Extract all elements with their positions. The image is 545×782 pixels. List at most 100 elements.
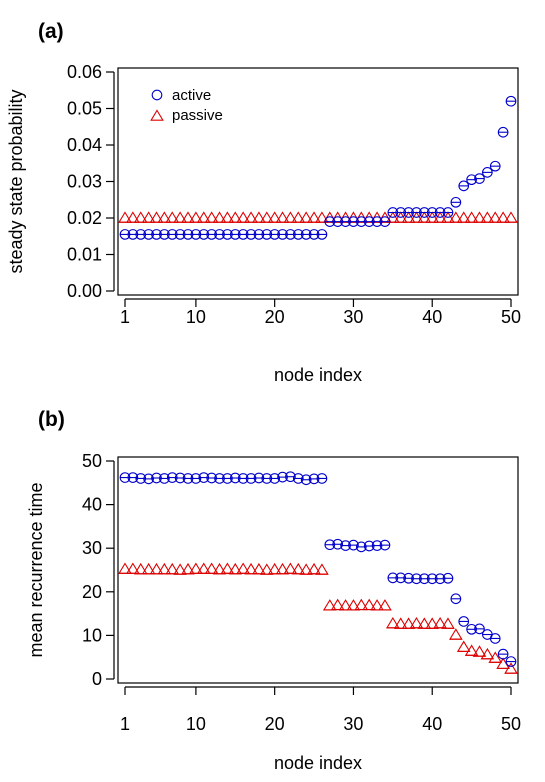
x-axis-title: node index [274,753,362,773]
y-axis-title: steady state probability [6,89,26,273]
x-tick-label: 40 [422,307,442,327]
x-tick-label: 30 [343,714,363,734]
data-point-passive [472,211,487,223]
data-point-passive [157,211,172,223]
data-point-passive [165,211,180,223]
x-tick-label: 10 [186,714,206,734]
data-point-passive [252,211,266,223]
data-point-passive [496,657,510,669]
y-tick-label: 0.05 [67,99,102,119]
data-point-passive [181,211,195,223]
y-tick-label: 0.04 [67,135,102,155]
panel-label: (a) [38,20,64,43]
data-point-passive [464,211,479,223]
data-point-passive [228,211,243,223]
x-tick-label: 50 [501,714,521,734]
data-point-passive [141,562,156,575]
data-point-passive [204,562,219,574]
series-active [119,95,517,240]
data-point-passive [196,211,211,223]
data-point-passive [259,211,274,223]
data-point-passive [267,562,282,575]
y-tick-label: 0.06 [67,62,102,82]
data-point-passive [149,211,164,223]
data-point-passive [212,211,227,223]
data-point-passive [126,562,140,574]
data-point-passive [157,562,172,575]
data-point-passive [189,211,203,223]
data-point-passive [126,211,140,223]
legend: active passive [150,87,223,124]
data-point-passive [118,211,132,223]
data-point-passive [283,211,298,223]
data-point-passive [291,211,306,223]
data-point-passive [456,640,471,652]
data-point-passive [433,616,447,629]
series-active [119,471,517,667]
y-tick-label: 0.03 [67,172,102,192]
y-tick-label: 40 [82,495,102,515]
data-point-passive [480,211,495,223]
data-point-passive [189,562,203,574]
data-point-passive [204,211,219,223]
data-point-passive [385,616,400,629]
data-point-passive [149,562,164,575]
y-tick-label: 50 [82,451,102,471]
panel-b: (b) 1 10 20 30 40 50 0 10 20 30 40 50 node index mean … [26,408,521,773]
x-tick-label: 10 [186,307,206,327]
data-point-passive [307,211,321,223]
data-point-passive [362,598,377,611]
data-point-passive [307,562,321,575]
data-point-passive [283,562,298,574]
panel-a: (a) 1 10 20 30 40 50 0.00 0.01 0.02 0.03 0.04 0.05 0.… [6,20,521,385]
y-tick-label: 0.00 [67,281,102,301]
plot-frame [117,456,519,684]
series-passive [118,562,518,674]
data-point-passive [456,211,471,223]
y-tick-label: 10 [82,625,102,645]
data-point-passive [133,211,148,223]
legend-label-active: active [172,87,211,104]
data-point-passive [275,211,290,223]
data-point-passive [449,628,463,640]
data-point-passive [378,599,392,611]
data-point-passive [267,211,282,223]
data-point-passive [220,562,235,574]
data-point-passive [299,211,314,223]
series-passive [118,211,518,223]
y-axis-title: mean recurrence time [26,482,46,657]
x-tick-label: 30 [343,307,363,327]
data-point-passive [409,616,424,629]
panel-label: (b) [38,408,65,431]
x-tick-label: 1 [120,307,130,327]
legend-marker-active [151,89,163,101]
x-tick-label: 1 [120,714,130,734]
y-tick-label: 0.02 [67,208,102,228]
data-point-passive [449,211,463,223]
x-tick-label: 20 [265,714,285,734]
data-point-passive [236,211,251,223]
data-point-passive [220,211,235,223]
data-point-passive [504,211,518,223]
y-tick-label: 0 [92,669,102,689]
x-tick-label: 40 [422,714,442,734]
legend-label-passive: passive [172,107,223,124]
data-point-passive [488,211,503,223]
data-point-passive [330,598,345,611]
data-point-passive [480,647,495,660]
data-point-passive [496,211,510,223]
data-point-passive [173,211,187,223]
y-tick-label: 20 [82,582,102,602]
data-point-passive [141,211,156,223]
data-point-passive [236,562,251,574]
data-point-passive [196,562,211,574]
data-point-passive [252,562,266,575]
x-tick-label: 50 [501,307,521,327]
x-tick-label: 20 [265,307,285,327]
legend-marker-passive [150,109,164,121]
data-point-passive [165,562,180,575]
data-point-passive [118,562,132,574]
y-tick-label: 30 [82,538,102,558]
x-axis-title: node index [274,365,362,385]
